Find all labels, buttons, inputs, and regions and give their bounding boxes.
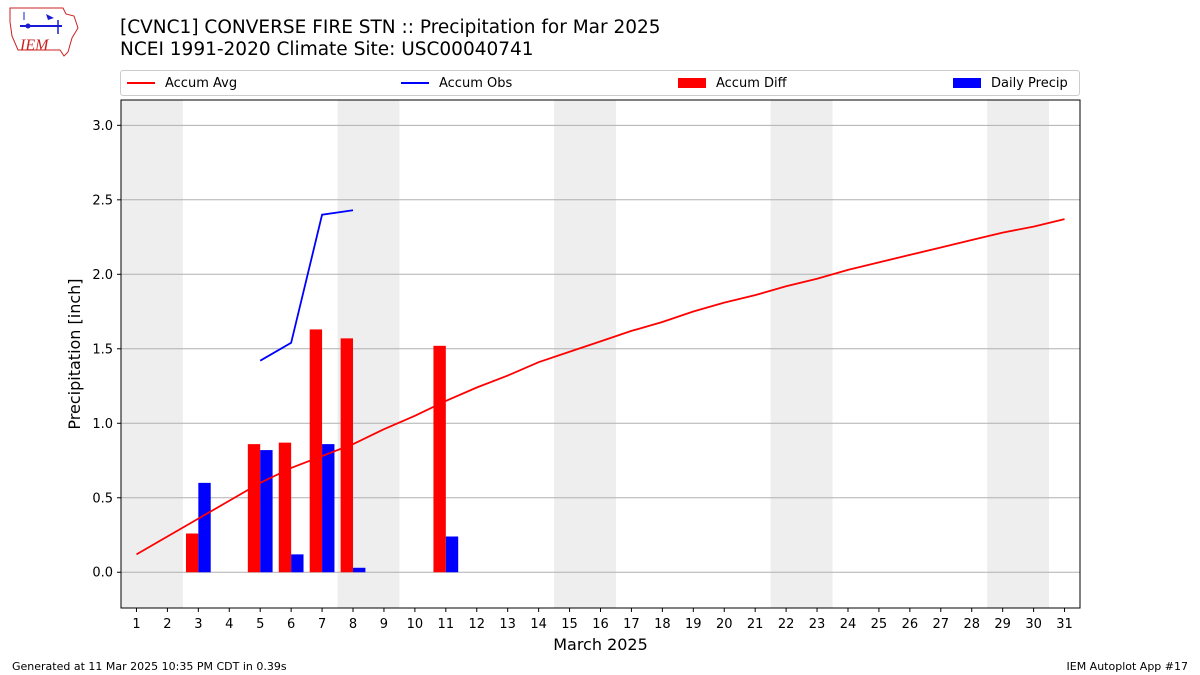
x-tick-label: 13 (499, 617, 516, 632)
bar-daily-precip (322, 444, 335, 573)
bar-daily-precip (445, 536, 459, 573)
legend-swatch-daily-precip (953, 78, 981, 88)
y-tick-label: 0.0 (92, 566, 113, 581)
x-tick-label: 28 (963, 617, 980, 632)
x-tick-label: 15 (561, 617, 578, 632)
logo-text: IEM (19, 37, 50, 54)
legend-swatch-accum-avg (127, 82, 155, 84)
bar-accum-diff (340, 338, 354, 573)
x-tick-label: 20 (716, 617, 733, 632)
chart-legend: Accum Avg Accum Obs Accum Diff Daily Pre… (120, 70, 1080, 96)
bar-accum-diff (309, 329, 323, 573)
x-tick-label: 19 (685, 617, 702, 632)
weekend-shade-3 (770, 100, 833, 608)
bar-accum-diff (433, 345, 446, 573)
x-tick-label: 10 (407, 617, 424, 632)
x-tick-label: 6 (287, 617, 295, 632)
y-tick-label: 2.0 (92, 268, 113, 283)
legend-item-accum-avg: Accum Avg (127, 74, 237, 92)
x-tick-label: 11 (438, 617, 455, 632)
chart-subtitle: NCEI 1991-2020 Climate Site: USC00040741 (120, 39, 534, 60)
y-tick-label: 2.5 (92, 193, 113, 208)
legend-label-accum-avg: Accum Avg (165, 75, 238, 91)
x-tick-label: 27 (933, 617, 950, 632)
bar-daily-precip (353, 567, 366, 573)
legend-item-accum-diff: Accum Diff (678, 74, 787, 92)
x-tick-label: 12 (468, 617, 485, 632)
x-tick-label: 29 (994, 617, 1011, 632)
x-tick-label: 3 (194, 617, 202, 632)
x-tick-label: 24 (840, 617, 857, 632)
bar-daily-precip (198, 482, 211, 573)
x-tick-label: 16 (592, 617, 609, 632)
x-tick-label: 14 (530, 617, 547, 632)
x-tick-label: 7 (318, 617, 326, 632)
x-tick-label: 1 (132, 617, 140, 632)
x-tick-label: 9 (380, 617, 388, 632)
iem-logo: IEM (9, 7, 79, 57)
x-tick-label: 17 (623, 617, 640, 632)
bar-accum-diff (247, 444, 261, 573)
line-accum-avg (136, 218, 1065, 556)
x-tick-label: 21 (747, 617, 764, 632)
legend-swatch-accum-obs (401, 82, 429, 84)
x-tick-label: 5 (256, 617, 264, 632)
x-tick-label: 2 (163, 617, 171, 632)
legend-label-accum-obs: Accum Obs (439, 75, 513, 91)
bar-daily-precip (260, 450, 273, 573)
x-tick-label: 22 (778, 617, 795, 632)
weekend-shade-4 (987, 100, 1050, 608)
x-tick-label: 31 (1056, 617, 1073, 632)
bar-accum-diff (278, 442, 292, 573)
x-tick-label: 4 (225, 617, 233, 632)
app-credit: IEM Autoplot App #17 (1066, 660, 1189, 673)
legend-swatch-accum-diff (678, 78, 706, 88)
y-tick-label: 1.5 (92, 342, 113, 357)
x-axis-label: March 2025 (553, 635, 648, 654)
x-tick-label: 18 (654, 617, 671, 632)
legend-item-accum-obs: Accum Obs (401, 74, 512, 92)
weekend-shade-0 (121, 100, 183, 608)
legend-label-daily-precip: Daily Precip (991, 75, 1068, 91)
x-tick-label: 26 (902, 617, 919, 632)
y-axis-label: Precipitation [inch] (65, 278, 84, 429)
x-tick-label: 23 (809, 617, 826, 632)
legend-label-accum-diff: Accum Diff (716, 75, 787, 91)
legend-item-daily-precip: Daily Precip (953, 74, 1068, 92)
x-tick-label: 30 (1025, 617, 1042, 632)
y-tick-label: 3.0 (92, 119, 113, 134)
plot-frame (120, 99, 1081, 609)
line-accum-obs (259, 209, 354, 362)
y-tick-label: 1.0 (92, 417, 113, 432)
chart-title: [CVNC1] CONVERSE FIRE STN :: Precipitati… (120, 17, 661, 38)
generated-timestamp: Generated at 11 Mar 2025 10:35 PM CDT in… (12, 660, 287, 673)
x-tick-label: 25 (871, 617, 888, 632)
bar-accum-diff (185, 533, 199, 573)
x-tick-label: 8 (349, 617, 357, 632)
bar-daily-precip (291, 554, 304, 573)
y-tick-label: 0.5 (92, 491, 113, 506)
